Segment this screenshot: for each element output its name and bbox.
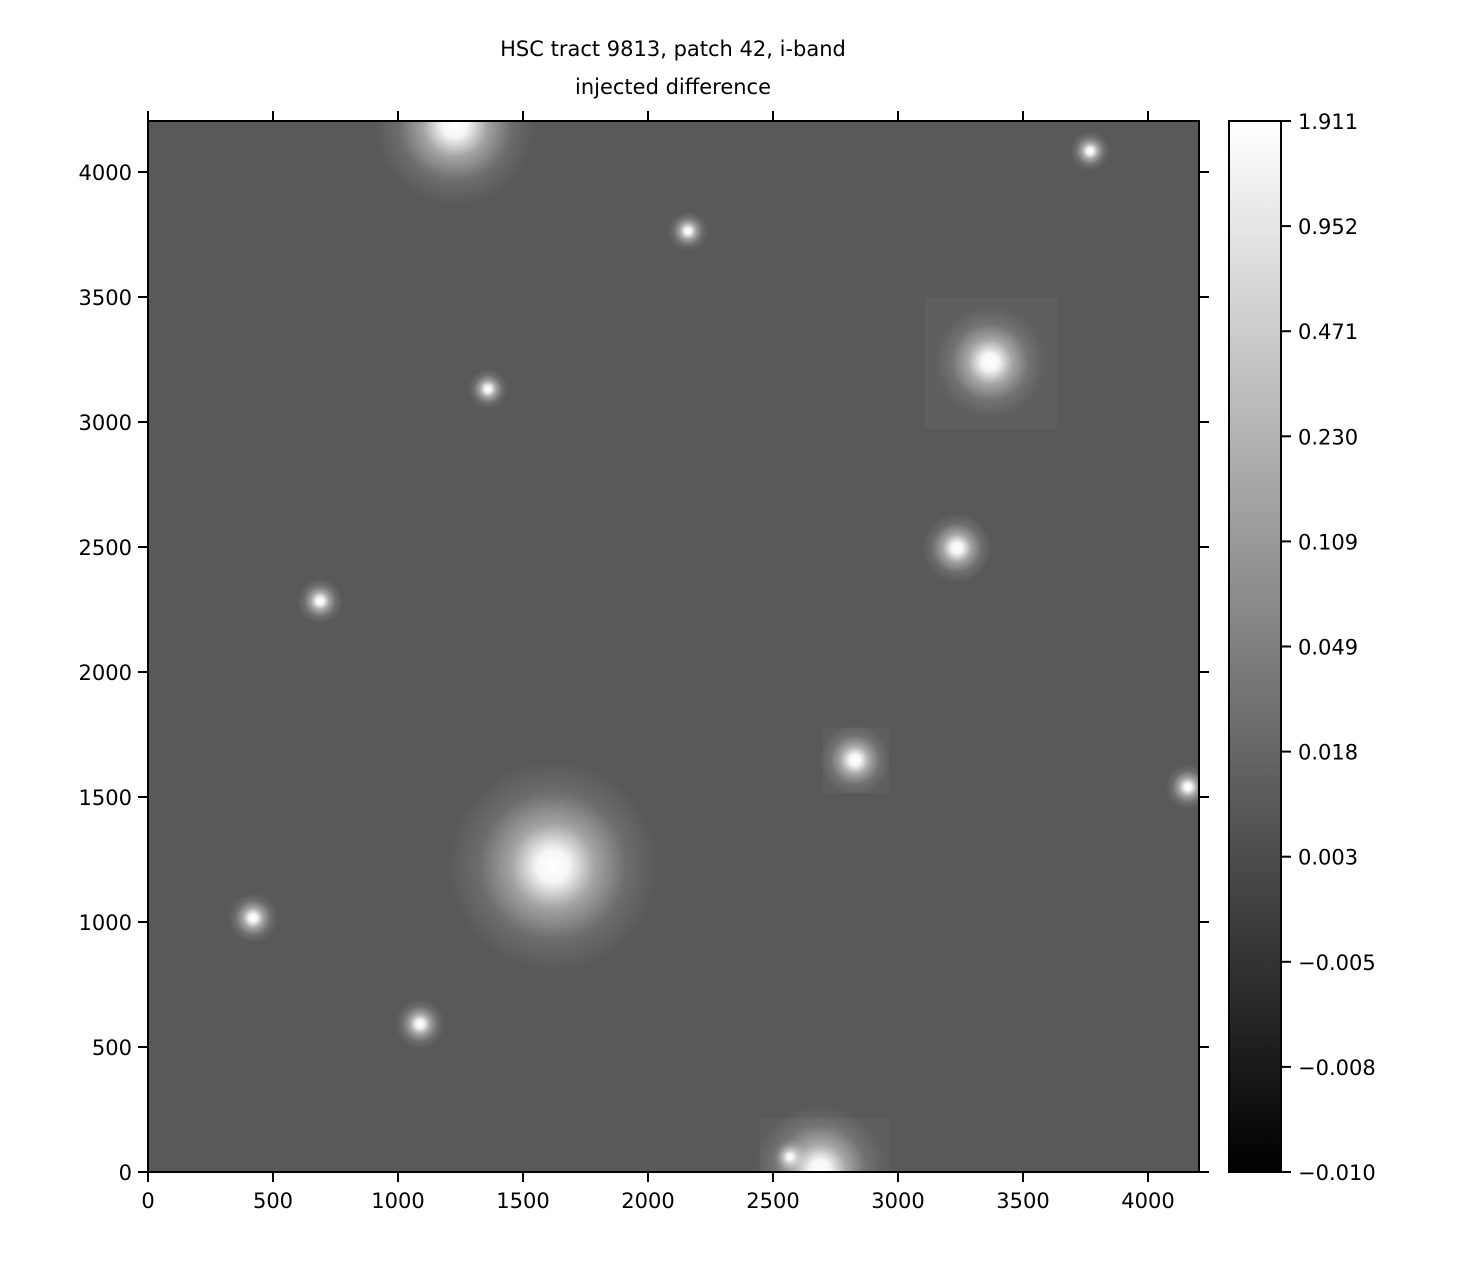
y-tick-label: 3000 (79, 411, 132, 435)
chart-title-line1: HSC tract 9813, patch 42, i-band (500, 37, 846, 61)
y-tick-label: 1000 (79, 911, 132, 935)
source-10 (228, 893, 278, 943)
colorbar-tick-label: −0.010 (1298, 1161, 1376, 1185)
colorbar-tick-label: 0.952 (1298, 215, 1358, 239)
colorbar-tick-label: 0.471 (1298, 320, 1358, 344)
source-5 (922, 513, 992, 583)
source-9 (448, 761, 658, 971)
x-tick-label: 2500 (746, 1189, 799, 1213)
source-4 (468, 369, 508, 409)
y-tick-label: 1500 (79, 786, 132, 810)
colorbar (1228, 120, 1282, 1173)
y-tick-label: 2500 (79, 536, 132, 560)
colorbar-tick-label: 0.049 (1298, 636, 1358, 660)
x-tick-label: 500 (253, 1189, 293, 1213)
source-2 (668, 211, 708, 251)
x-tick-label: 2000 (621, 1189, 674, 1213)
y-tick-label: 4000 (79, 161, 132, 185)
x-tick-label: 4000 (1121, 1189, 1174, 1213)
y-tick-label: 3500 (79, 286, 132, 310)
chart-title-line2: injected difference (575, 75, 771, 99)
source-11 (395, 999, 445, 1049)
image-background (148, 121, 1199, 1172)
source-3 (935, 307, 1045, 417)
image-area (148, 121, 1199, 1172)
colorbar-tick-label: 0.109 (1298, 530, 1358, 554)
x-tick-label: 1500 (496, 1189, 549, 1213)
x-tick-label: 3500 (996, 1189, 1049, 1213)
y-tick-label: 500 (92, 1036, 132, 1060)
colorbar-tick-label: −0.005 (1298, 951, 1376, 975)
y-tick-label: 0 (119, 1161, 132, 1185)
colorbar-tick-label: 0.018 (1298, 741, 1358, 765)
colorbar-tick-label: 1.911 (1298, 110, 1358, 134)
source-7 (820, 725, 890, 795)
colorbar-tick-label: −0.008 (1298, 1056, 1376, 1080)
x-tick-label: 0 (141, 1189, 154, 1213)
x-tick-label: 3000 (871, 1189, 924, 1213)
source-0 (375, 121, 535, 205)
source-1 (1070, 131, 1110, 171)
colorbar-ticks: 1.911 0.952 0.471 0.230 0.109 0.049 0.018 0.003… (1281, 110, 1376, 1185)
y-tick-label: 2000 (79, 661, 132, 685)
colorbar-tick-label: 0.003 (1298, 846, 1358, 870)
x-tick-label: 1000 (371, 1189, 424, 1213)
source-13 (755, 1105, 885, 1172)
source-8 (1165, 764, 1199, 810)
plot-frame (147, 120, 1200, 1173)
axes: 0 500 1000 1500 2000 2500 3000 3500 4000 0 500 1000… (79, 111, 1209, 1213)
colorbar-tick-label: 0.230 (1298, 425, 1358, 449)
source-6 (297, 578, 343, 624)
